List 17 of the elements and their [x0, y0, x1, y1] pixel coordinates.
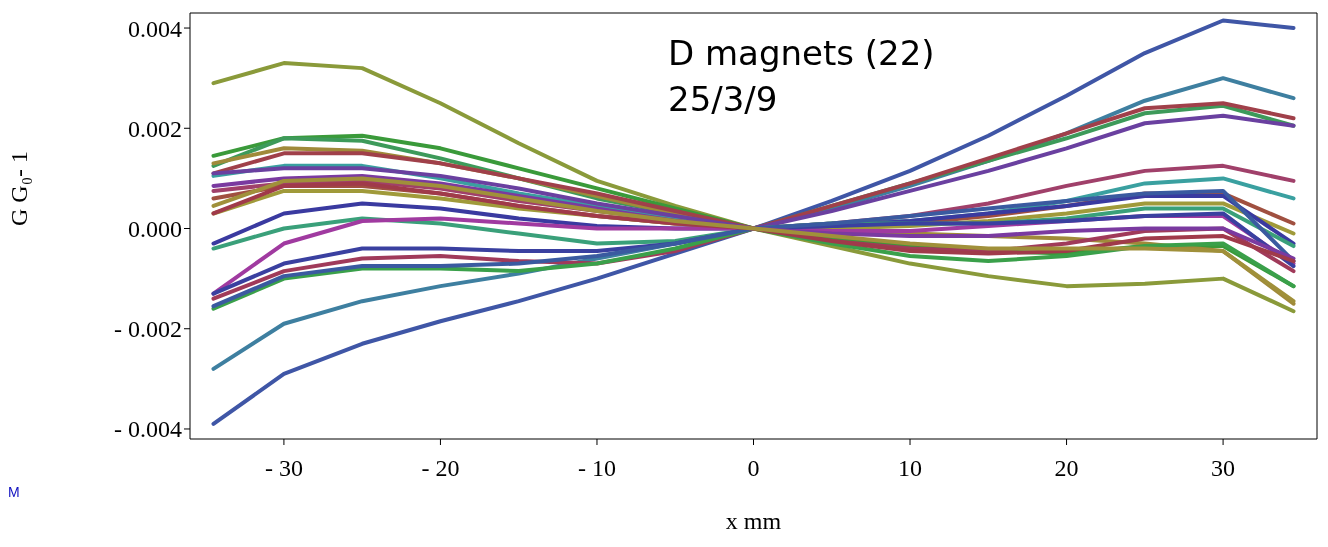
y-tick-label: 0.002: [128, 115, 182, 142]
y-tick-label: - 0.004: [114, 416, 182, 443]
x-tick-label: 30: [1211, 455, 1236, 482]
x-tick-label: - 10: [577, 455, 616, 482]
x-tick-label: 0: [747, 455, 760, 482]
annotation: 25/3/9: [668, 78, 779, 121]
y-tick-label: 0.000: [128, 216, 182, 243]
y-tick-label: - 0.002: [114, 316, 182, 343]
x-tick-label: 20: [1054, 455, 1079, 482]
x-tick-label: - 20: [421, 455, 460, 482]
annotation: D magnets (22): [668, 32, 935, 75]
x-tick-label: - 30: [264, 455, 303, 482]
x-tick-label: 10: [898, 455, 923, 482]
text: M: [8, 484, 20, 500]
y-axis-title: G G₀- 1: [5, 150, 32, 226]
x-axis-title: x mm: [725, 508, 782, 534]
y-tick-label: 0.004: [128, 15, 182, 42]
